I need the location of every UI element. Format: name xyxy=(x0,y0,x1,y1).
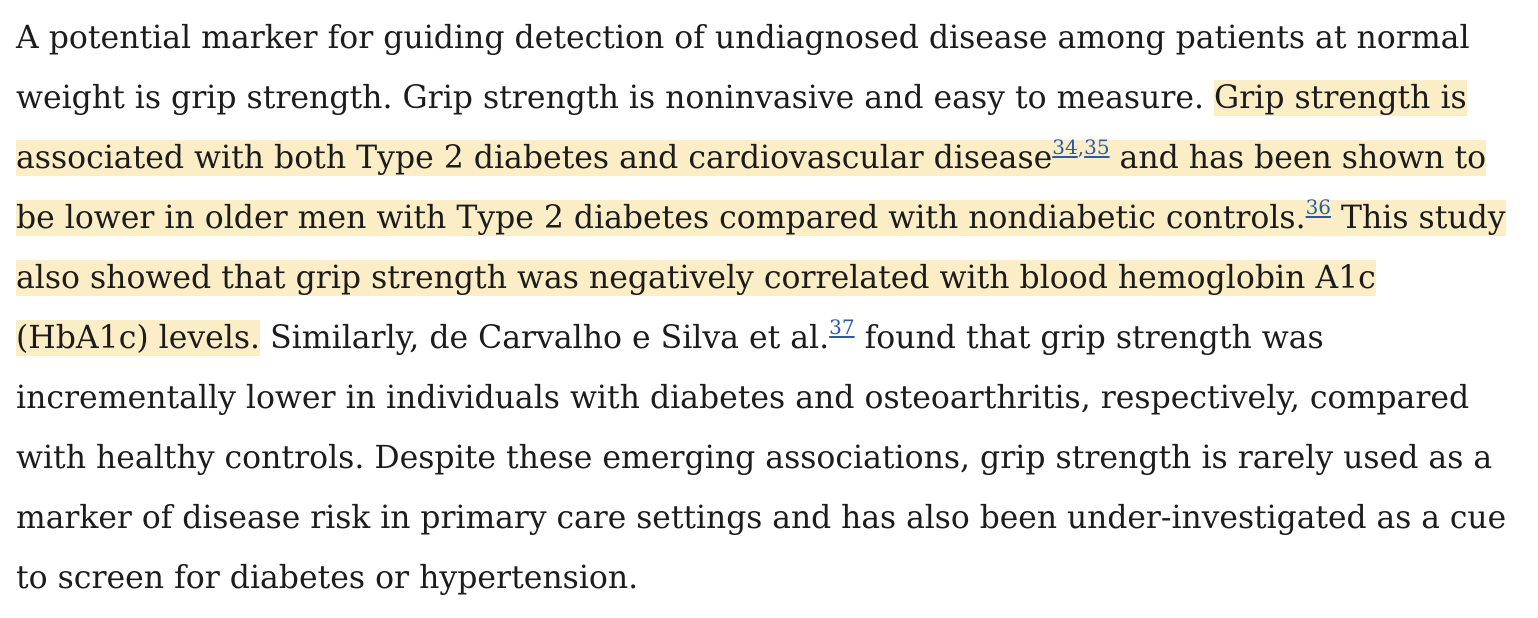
citation-group: 37 xyxy=(829,315,854,339)
text-span: and has been shown to xyxy=(1109,140,1487,176)
highlighted-text: also showed that grip strength was negat… xyxy=(16,260,1376,296)
text-span: to screen for diabetes or hypertension. xyxy=(16,560,639,596)
paragraph-line: marker of disease risk in primary care s… xyxy=(16,488,1506,548)
paragraph-line: with healthy controls. Despite these eme… xyxy=(16,428,1506,488)
highlighted-text: (HbA1c) levels. xyxy=(16,320,261,356)
highlighted-text: associated with both Type 2 diabetes and… xyxy=(16,137,1487,176)
text-span: with healthy controls. Despite these eme… xyxy=(16,440,1493,476)
citation-separator: , xyxy=(1077,135,1085,159)
text-span: This study xyxy=(1331,200,1506,236)
text-span: A potential marker for guiding detection… xyxy=(16,20,1470,56)
text-span: weight is grip strength. Grip strength i… xyxy=(16,80,1215,116)
citation-link-35[interactable]: 35 xyxy=(1084,135,1110,159)
paragraph-line: (HbA1c) levels. Similarly, de Carvalho e… xyxy=(16,308,1506,368)
text-span: found that grip strength was xyxy=(854,320,1324,356)
article-page: A potential marker for guiding detection… xyxy=(16,8,1506,608)
text-span: associated with both Type 2 diabetes and… xyxy=(16,140,1053,176)
paragraph-line: also showed that grip strength was negat… xyxy=(16,248,1506,308)
text-span: marker of disease risk in primary care s… xyxy=(16,500,1507,536)
text-span: incrementally lower in individuals with … xyxy=(16,380,1470,416)
text-span: Similarly, de Carvalho e Silva et al. xyxy=(260,320,830,356)
highlighted-text: be lower in older men with Type 2 diabet… xyxy=(16,197,1506,236)
text-span: be lower in older men with Type 2 diabet… xyxy=(16,200,1306,236)
citation-link-34[interactable]: 34 xyxy=(1052,135,1078,159)
paragraph-line: be lower in older men with Type 2 diabet… xyxy=(16,188,1506,248)
citation-link-37[interactable]: 37 xyxy=(829,315,855,339)
paragraph-line: associated with both Type 2 diabetes and… xyxy=(16,128,1506,188)
paragraph-line: to screen for diabetes or hypertension. xyxy=(16,548,1506,608)
paragraph-line: incrementally lower in individuals with … xyxy=(16,368,1506,428)
paragraph-line: A potential marker for guiding detection… xyxy=(16,8,1506,68)
citation-group: 34,35 xyxy=(1052,135,1109,159)
citation-link-36[interactable]: 36 xyxy=(1305,195,1332,219)
citation-group: 36 xyxy=(1306,195,1331,219)
body-paragraph: A potential marker for guiding detection… xyxy=(16,8,1506,608)
highlighted-text: Grip strength is xyxy=(1214,80,1467,116)
paragraph-line: weight is grip strength. Grip strength i… xyxy=(16,68,1506,128)
